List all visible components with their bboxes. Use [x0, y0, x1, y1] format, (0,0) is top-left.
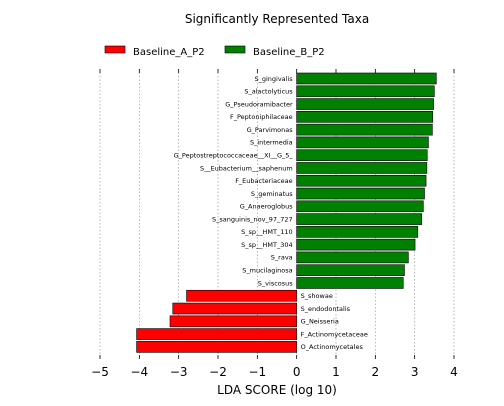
bar-label: S_viscosus	[258, 279, 293, 287]
bar-baseline-b	[296, 200, 424, 213]
bar-baseline-a	[136, 341, 297, 353]
legend: Baseline_A_P2 Baseline_B_P2	[104, 45, 325, 58]
bar-baseline-b	[296, 226, 419, 238]
bar-label: S_showae	[301, 292, 333, 300]
bar-baseline-b	[296, 136, 429, 149]
bar-baseline-b	[296, 174, 427, 187]
x-axis-ticks: −5 −4 −3 −2 −1 0 1 2 3 4	[91, 69, 458, 379]
bar-baseline-b	[296, 123, 433, 136]
bar-baseline-b	[296, 149, 428, 161]
bar-label: S_mucilaginosa	[242, 267, 292, 275]
bar-label: O_Actinomycetales	[301, 343, 364, 351]
legend-swatch-baseline-b	[224, 45, 246, 54]
bar-label: F_Eubacteriaceae	[235, 177, 292, 185]
bar-baseline-b	[296, 238, 416, 251]
x-tick-label: −5	[91, 365, 109, 379]
bar-label: S_sp__HMT_110	[241, 228, 293, 236]
bar-label: G_Anaeroglobus	[240, 203, 293, 211]
bar-label: G_Neisseria	[301, 318, 339, 326]
bar-label: S_sanguinis_nov_97_727	[212, 215, 293, 223]
legend-label-baseline-a: Baseline_A_P2	[133, 47, 205, 58]
x-tick-label: 3	[411, 365, 419, 379]
bar-label: S_gingivalis	[254, 75, 293, 83]
bar-baseline-b	[296, 277, 404, 289]
bar-label: G_Peptostreptococcaceae__XI__G_5_	[174, 151, 294, 159]
legend-swatch-baseline-a	[104, 45, 126, 54]
bar-baseline-b	[296, 251, 409, 264]
bars	[136, 72, 437, 353]
x-axis-label: LDA SCORE (log 10)	[217, 383, 337, 397]
bar-label: F_Actinomycetaceae	[301, 330, 368, 338]
bar-baseline-b	[296, 213, 423, 225]
bar-baseline-b	[296, 264, 405, 277]
x-tick-label: −1	[248, 365, 266, 379]
bar-label: S__Eubacterium__saphenum	[200, 164, 293, 172]
x-tick-label: 0	[293, 365, 301, 379]
bar-label: G_Parvimonas	[247, 126, 294, 134]
x-tick-label: −2	[209, 365, 227, 379]
legend-label-baseline-b: Baseline_B_P2	[253, 47, 325, 58]
bar-baseline-b	[296, 187, 425, 200]
bar-baseline-a	[186, 289, 297, 302]
bar-baseline-b	[296, 85, 435, 98]
bar-label: S_endodontalis	[301, 305, 351, 313]
bar-baseline-b	[296, 72, 437, 85]
x-tick-label: 1	[332, 365, 340, 379]
bar-labels: S_gingivalis S_alactolyticus G_Pseudoramib…	[174, 75, 368, 351]
bar-baseline-a	[169, 315, 297, 328]
bar-baseline-b	[296, 98, 434, 110]
bar-label: G_Pseudoramibacter	[225, 100, 293, 108]
x-tick-label: −3	[170, 365, 188, 379]
bar-label: F_Peptoniphilaceae	[230, 113, 293, 121]
bar-baseline-a	[136, 328, 297, 340]
bar-baseline-b	[296, 162, 428, 174]
bar-baseline-a	[172, 302, 297, 315]
chart-title: Significantly Represented Taxa	[185, 12, 369, 26]
bar-label: S_intermedia	[250, 139, 293, 147]
x-tick-label: 4	[450, 365, 458, 379]
x-tick-label: −4	[130, 365, 148, 379]
bar-label: S_alactolyticus	[244, 88, 293, 96]
bar-baseline-b	[296, 111, 434, 123]
bar-label: S_sp__HMT_304	[241, 241, 293, 249]
bar-label: S_rava	[271, 254, 293, 262]
x-tick-label: 2	[372, 365, 380, 379]
bar-label: S_geminatus	[251, 190, 293, 198]
